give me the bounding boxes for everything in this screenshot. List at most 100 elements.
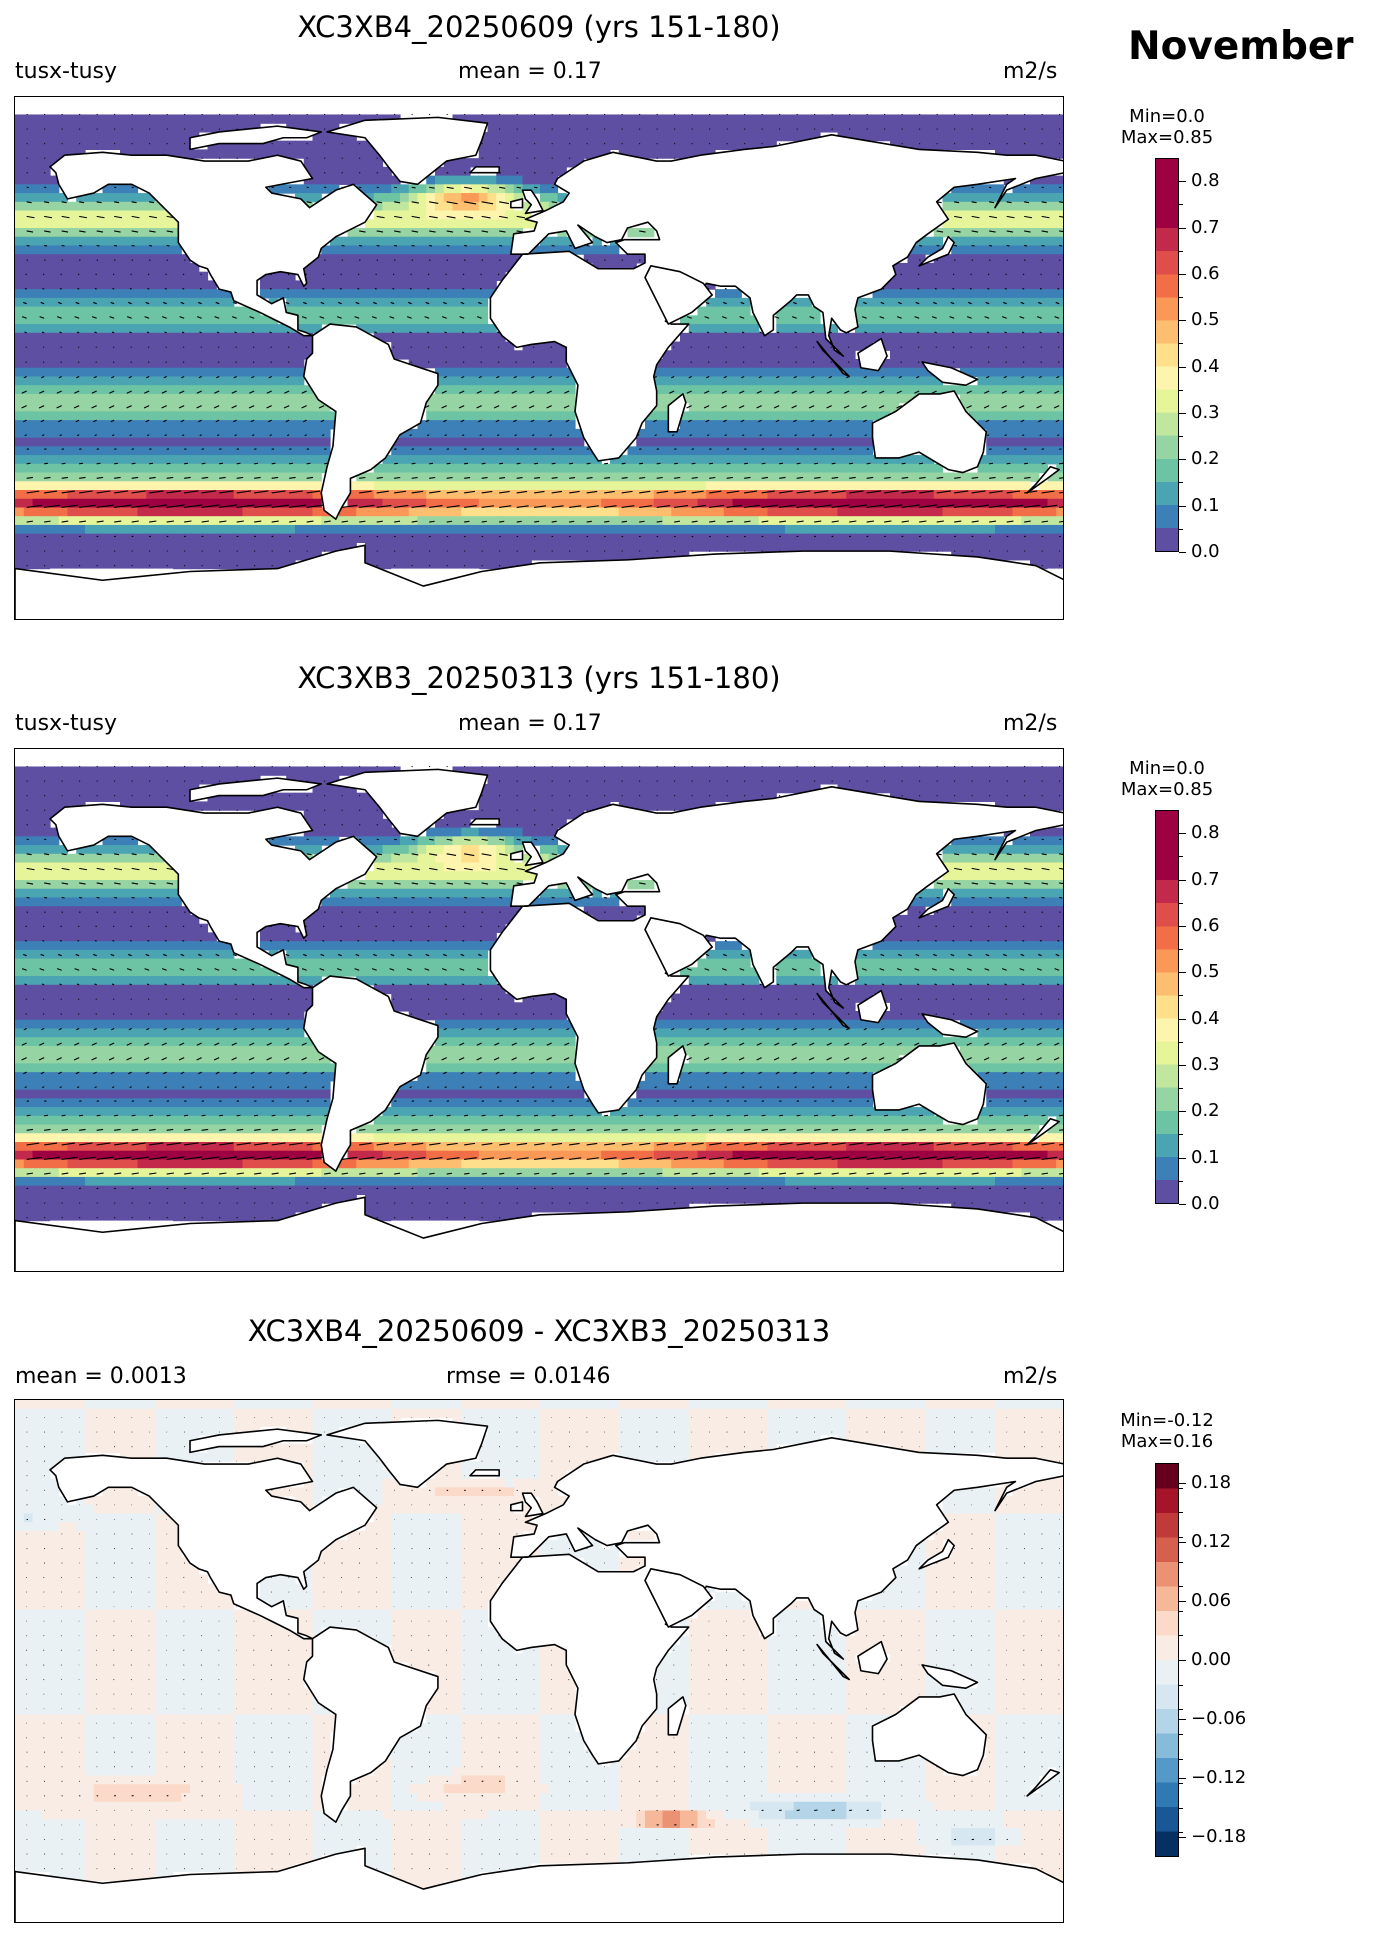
- ocean-cell: [347, 97, 357, 107]
- ocean-cell: [242, 114, 252, 124]
- ocean-cell: [102, 411, 112, 421]
- ocean-cell: [1038, 210, 1049, 220]
- ocean-cell: [837, 533, 847, 543]
- ocean-cell: [268, 498, 279, 509]
- ocean-cell: [408, 280, 419, 290]
- ocean-cell: [443, 524, 454, 535]
- ocean-cell: [268, 271, 279, 281]
- ocean-cell: [470, 219, 480, 229]
- ocean-cell: [155, 402, 165, 412]
- ocean-cell: [478, 350, 489, 360]
- ocean-cell: [540, 481, 550, 491]
- ocean-cell: [1047, 481, 1057, 491]
- ocean-cell: [942, 201, 952, 212]
- ocean-cell: [32, 446, 42, 456]
- ocean-cell: [242, 498, 252, 509]
- ocean-cell: [951, 341, 961, 351]
- ocean-cell: [995, 359, 1005, 369]
- ocean-cell: [382, 559, 392, 570]
- ocean-cell: [557, 507, 567, 517]
- ocean-cell: [802, 332, 812, 343]
- ocean-cell: [697, 533, 707, 543]
- ocean-cell: [750, 455, 760, 465]
- ocean-cell: [67, 306, 77, 316]
- ocean-cell: [706, 376, 716, 386]
- ocean-cell: [557, 158, 567, 168]
- ocean-cell: [190, 524, 200, 535]
- ocean-cell: [907, 507, 917, 517]
- ocean-cell: [942, 228, 952, 238]
- ocean-cell: [120, 498, 130, 509]
- ocean-cell: [715, 385, 725, 395]
- ocean-cell: [916, 97, 926, 107]
- ocean-cell: [890, 367, 900, 378]
- ocean-cell: [111, 114, 121, 124]
- ocean-cell: [400, 245, 410, 255]
- ocean-cell: [601, 140, 611, 150]
- ocean-cell: [286, 533, 296, 543]
- ocean-cell: [190, 359, 200, 369]
- ocean-cell: [435, 551, 445, 561]
- ocean-cell: [76, 219, 86, 229]
- ocean-cell: [1047, 533, 1057, 543]
- ocean-cell: [93, 219, 104, 229]
- ocean-cell: [977, 193, 987, 203]
- ocean-cell: [802, 498, 812, 509]
- ocean-cell: [828, 402, 839, 412]
- ocean-cell: [128, 551, 139, 561]
- ocean-cell: [251, 315, 261, 325]
- ocean-cell: [321, 402, 331, 412]
- ocean-cell: [443, 472, 454, 482]
- ocean-cell: [636, 533, 646, 543]
- ocean-cell: [207, 498, 217, 509]
- ocean-cell: [216, 446, 226, 456]
- ocean-cell: [32, 254, 42, 264]
- ocean-cell: [828, 516, 839, 526]
- ocean-cell: [303, 332, 314, 343]
- ocean-cell: [181, 455, 191, 465]
- ocean-cell: [531, 507, 541, 517]
- ocean-cell: [470, 498, 480, 509]
- ocean-cell: [653, 131, 664, 142]
- ocean-cell: [662, 428, 672, 439]
- ocean-cell: [986, 420, 996, 430]
- ocean-cell: [128, 393, 139, 404]
- ocean-cell: [478, 402, 489, 412]
- ocean-cell: [1003, 131, 1014, 142]
- ocean-cell: [15, 376, 25, 386]
- ocean-cell: [977, 210, 987, 220]
- ocean-cell: [1056, 350, 1063, 360]
- ocean-cell: [820, 350, 830, 360]
- ocean-cell: [592, 105, 602, 116]
- ocean-cell: [286, 332, 296, 343]
- ocean-cell: [487, 393, 497, 404]
- ocean-cell: [58, 123, 69, 133]
- ocean-cell: [688, 332, 699, 343]
- ocean-cell: [242, 393, 252, 404]
- ocean-cell: [93, 140, 104, 150]
- ocean-cell: [443, 175, 454, 185]
- ocean-cell: [680, 524, 690, 535]
- ocean-cell: [995, 507, 1005, 517]
- ocean-cell: [1056, 367, 1063, 378]
- ocean-cell: [330, 315, 340, 325]
- ocean-cell: [496, 262, 506, 273]
- ocean-cell: [750, 140, 760, 150]
- ocean-cell: [916, 114, 926, 124]
- ocean-cell: [277, 359, 287, 369]
- ocean-cell: [933, 97, 944, 107]
- ocean-cell: [881, 131, 891, 142]
- ocean-cell: [1012, 332, 1022, 343]
- ocean-cell: [575, 472, 585, 482]
- ocean-cell: [137, 551, 147, 561]
- ocean-cell: [566, 437, 576, 447]
- ocean-cell: [671, 140, 681, 150]
- ocean-cell: [671, 428, 681, 439]
- ocean-cell: [400, 289, 410, 299]
- ocean-cell: [758, 411, 769, 421]
- ocean-cell: [85, 516, 95, 526]
- ocean-cell: [295, 280, 305, 290]
- ocean-cell: [706, 393, 716, 404]
- ocean-cell: [408, 359, 419, 369]
- ocean-cell: [951, 350, 961, 360]
